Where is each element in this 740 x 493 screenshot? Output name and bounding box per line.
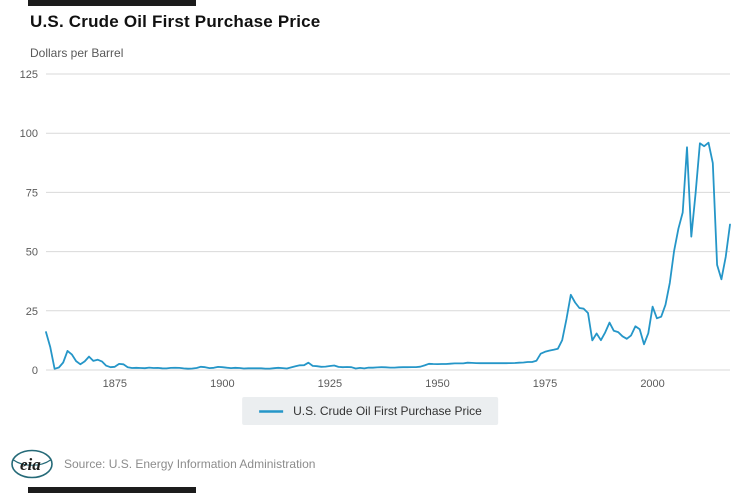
svg-text:50: 50 <box>26 247 38 259</box>
svg-text:1875: 1875 <box>103 378 127 390</box>
svg-text:1975: 1975 <box>533 378 557 390</box>
svg-text:75: 75 <box>26 187 38 199</box>
source-attribution: Source: U.S. Energy Information Administ… <box>64 457 316 471</box>
svg-text:0: 0 <box>32 365 38 377</box>
eia-logo-icon: eia <box>11 449 53 479</box>
svg-text:125: 125 <box>20 69 38 81</box>
footer: eia Source: U.S. Energy Information Admi… <box>10 447 315 481</box>
y-axis-units-label: Dollars per Barrel <box>30 46 124 60</box>
legend[interactable]: U.S. Crude Oil First Purchase Price <box>242 397 498 425</box>
svg-text:1900: 1900 <box>210 378 234 390</box>
svg-text:25: 25 <box>26 306 38 318</box>
legend-label: U.S. Crude Oil First Purchase Price <box>293 404 482 418</box>
bottom-crop-bar <box>28 487 196 493</box>
svg-text:100: 100 <box>20 128 38 140</box>
svg-text:1950: 1950 <box>425 378 449 390</box>
eia-logo-text: eia <box>20 455 41 474</box>
legend-line-swatch <box>259 409 284 413</box>
svg-text:2000: 2000 <box>640 378 664 390</box>
top-crop-bar <box>28 0 196 6</box>
line-chart-plot-area[interactable]: 0 25 50 75 100 125 1875 1900 1925 1950 1975 2000 <box>0 62 740 394</box>
svg-text:1925: 1925 <box>318 378 342 390</box>
chart-title: U.S. Crude Oil First Purchase Price <box>30 12 321 31</box>
